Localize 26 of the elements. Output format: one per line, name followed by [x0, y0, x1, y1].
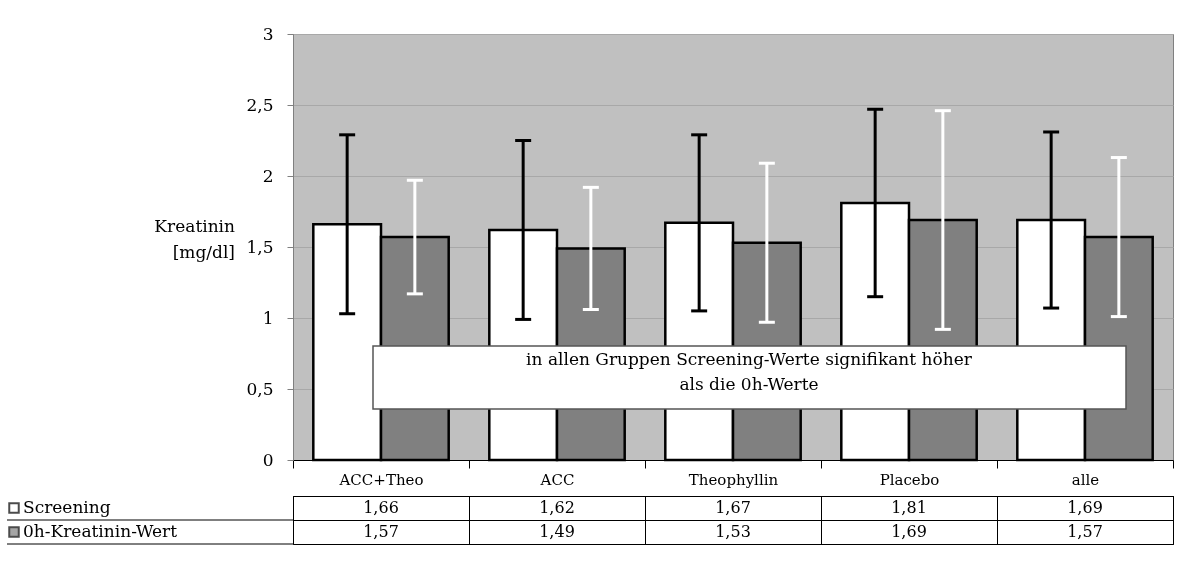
y-axis-title: Kreatinin [mg/dl] [154, 216, 236, 262]
data-label: 1,67 [715, 498, 751, 517]
y-tick-label: 0 [262, 449, 274, 470]
y-tick-label: 2,5 [246, 94, 274, 115]
y-tick-label: 1 [262, 307, 274, 328]
legend-label: 0h-Kreatinin-Wert [23, 521, 178, 541]
data-label: 1,81 [891, 498, 927, 517]
annotation: in allen Gruppen Screening-Werte signifikant höher als die 0h-Werte [526, 349, 973, 394]
x-tick-label: ACC [539, 470, 575, 489]
data-label: 1,53 [715, 522, 751, 541]
x-tick-label: alle [1071, 470, 1100, 489]
data-label: 1,69 [891, 522, 927, 541]
data-label: 1,49 [539, 522, 575, 541]
data-label: 1,69 [1067, 498, 1103, 517]
x-tick-label: Placebo [879, 470, 940, 489]
data-label: 1,62 [539, 498, 575, 517]
legend-label: Screening [23, 497, 111, 517]
x-tick-label: ACC+Theo [338, 470, 424, 489]
y-tick-label: 2 [262, 165, 274, 186]
data-label: 1,66 [363, 498, 399, 517]
data-label: 1,57 [1067, 522, 1103, 541]
y-tick-label: 0,5 [246, 378, 274, 399]
y-tick-label: 3 [262, 23, 274, 44]
y-tick-label: 1,5 [246, 236, 274, 257]
x-tick-label: Theophyllin [688, 470, 779, 489]
data-label: 1,57 [363, 522, 399, 541]
